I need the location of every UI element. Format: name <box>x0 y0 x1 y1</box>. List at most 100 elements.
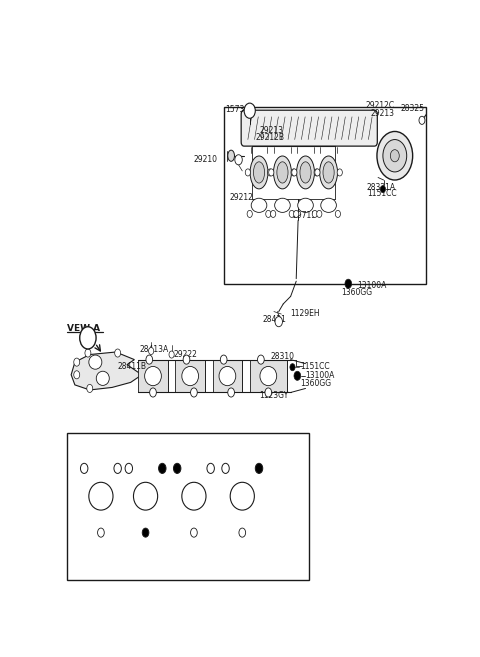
Circle shape <box>291 169 296 176</box>
Circle shape <box>377 131 413 180</box>
Text: 1360GG: 1360GG <box>341 288 372 297</box>
Circle shape <box>207 463 215 474</box>
Circle shape <box>271 210 276 217</box>
Text: 29213: 29213 <box>259 126 283 135</box>
Text: 28321A: 28321A <box>367 183 396 192</box>
Circle shape <box>115 349 120 357</box>
Text: 1129EH: 1129EH <box>290 309 320 318</box>
Text: 1123GY: 1123GY <box>132 570 158 577</box>
Polygon shape <box>175 359 205 392</box>
Text: 28310: 28310 <box>270 351 294 361</box>
Ellipse shape <box>320 156 337 189</box>
Ellipse shape <box>144 367 161 386</box>
Polygon shape <box>213 359 242 392</box>
Text: 1123GY: 1123GY <box>259 390 288 399</box>
Text: 1123GY: 1123GY <box>183 570 208 577</box>
Ellipse shape <box>275 198 290 212</box>
Circle shape <box>314 169 319 176</box>
Circle shape <box>245 169 251 176</box>
Circle shape <box>337 169 342 176</box>
Polygon shape <box>71 352 142 390</box>
Circle shape <box>97 528 104 537</box>
Circle shape <box>220 355 227 364</box>
Ellipse shape <box>230 482 254 510</box>
Circle shape <box>290 364 295 371</box>
Ellipse shape <box>298 198 313 212</box>
Ellipse shape <box>228 150 234 162</box>
Circle shape <box>247 210 252 217</box>
Text: 1573GF: 1573GF <box>226 104 255 114</box>
Text: 1360GG: 1360GG <box>71 438 98 443</box>
Text: 1151CC: 1151CC <box>300 362 330 371</box>
Circle shape <box>292 169 297 176</box>
Circle shape <box>269 169 274 176</box>
Ellipse shape <box>250 156 268 189</box>
Circle shape <box>74 371 80 379</box>
Ellipse shape <box>182 482 206 510</box>
Ellipse shape <box>277 162 288 183</box>
Bar <box>224 106 426 284</box>
Circle shape <box>81 463 88 474</box>
Circle shape <box>169 351 174 358</box>
Text: 1123GY: 1123GY <box>115 438 141 443</box>
Bar <box>67 433 309 579</box>
Text: 1123GY: 1123GY <box>190 438 216 443</box>
Circle shape <box>345 279 352 288</box>
Circle shape <box>228 388 234 397</box>
Text: 13100A: 13100A <box>305 371 335 380</box>
Ellipse shape <box>96 371 109 386</box>
Circle shape <box>173 463 181 474</box>
Ellipse shape <box>300 162 311 183</box>
Ellipse shape <box>297 156 314 189</box>
Text: 28413A: 28413A <box>140 345 169 354</box>
Circle shape <box>289 210 294 217</box>
Circle shape <box>258 355 264 364</box>
Circle shape <box>191 388 197 397</box>
Circle shape <box>244 103 255 118</box>
Circle shape <box>267 169 273 176</box>
Ellipse shape <box>274 156 291 189</box>
Circle shape <box>335 210 340 217</box>
Circle shape <box>85 349 91 357</box>
Text: 1310DA: 1310DA <box>148 443 175 449</box>
Text: 1360GG: 1360GG <box>219 438 246 443</box>
Ellipse shape <box>89 482 113 510</box>
Circle shape <box>125 463 132 474</box>
Circle shape <box>265 388 272 397</box>
Text: 29212: 29212 <box>229 193 253 202</box>
Circle shape <box>191 528 197 537</box>
Text: 29213: 29213 <box>371 109 395 118</box>
Circle shape <box>419 116 425 124</box>
Text: 13100A: 13100A <box>358 281 387 290</box>
Text: 29212B: 29212B <box>255 133 284 141</box>
Polygon shape <box>138 359 168 392</box>
Text: 1360GG: 1360GG <box>148 438 176 443</box>
Circle shape <box>235 155 242 165</box>
Circle shape <box>150 388 156 397</box>
Circle shape <box>317 210 322 217</box>
Polygon shape <box>250 359 287 392</box>
Circle shape <box>390 150 399 162</box>
Text: 1360GG: 1360GG <box>300 379 331 388</box>
Text: 28421: 28421 <box>263 315 287 324</box>
Text: 29210: 29210 <box>194 155 218 164</box>
Circle shape <box>239 528 246 537</box>
Text: 13100A: 13100A <box>219 443 245 449</box>
Circle shape <box>222 463 229 474</box>
Ellipse shape <box>219 367 236 386</box>
Circle shape <box>146 355 153 364</box>
Ellipse shape <box>182 367 199 386</box>
Ellipse shape <box>253 162 264 183</box>
Text: 28325: 28325 <box>400 104 424 113</box>
Text: 1123GY: 1123GY <box>87 570 112 577</box>
Text: 28411B: 28411B <box>118 362 147 371</box>
Circle shape <box>275 317 282 327</box>
Text: 29212C: 29212C <box>365 101 394 110</box>
Circle shape <box>148 348 154 355</box>
Circle shape <box>315 169 320 176</box>
Circle shape <box>114 463 121 474</box>
Ellipse shape <box>89 355 102 369</box>
Ellipse shape <box>260 367 276 386</box>
FancyBboxPatch shape <box>241 110 377 146</box>
Ellipse shape <box>321 198 336 212</box>
